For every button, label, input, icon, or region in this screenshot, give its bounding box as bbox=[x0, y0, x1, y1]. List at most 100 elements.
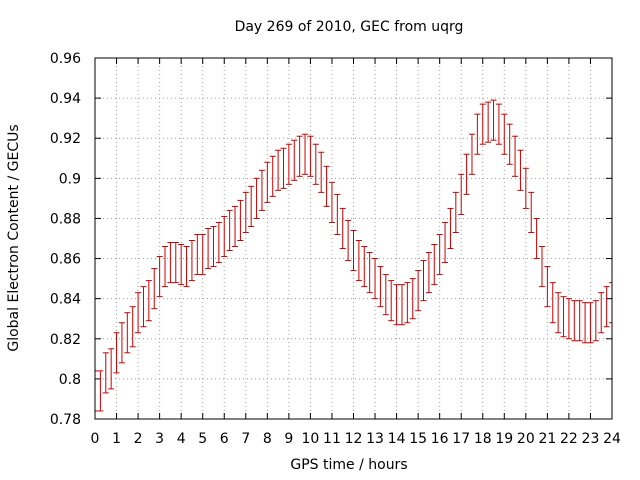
error-bar bbox=[178, 244, 185, 286]
error-bar bbox=[388, 280, 395, 322]
error-bar bbox=[506, 123, 513, 165]
error-bar bbox=[307, 135, 314, 177]
error-bar bbox=[431, 244, 438, 286]
error-bar bbox=[140, 286, 147, 328]
error-bar bbox=[555, 292, 562, 334]
x-tick-label: 8 bbox=[263, 431, 272, 447]
x-tick-label: 16 bbox=[431, 431, 449, 447]
error-bar bbox=[463, 153, 470, 195]
error-bar bbox=[560, 296, 567, 338]
error-bar bbox=[512, 135, 519, 177]
error-bar bbox=[436, 233, 443, 276]
error-bar bbox=[495, 103, 502, 145]
error-bar bbox=[533, 217, 540, 260]
error-bar bbox=[485, 101, 492, 143]
error-bar bbox=[425, 252, 432, 294]
error-bar bbox=[318, 151, 325, 193]
x-tick-label: 22 bbox=[560, 431, 578, 447]
y-tick-label: 0.92 bbox=[50, 131, 81, 147]
error-bar bbox=[183, 246, 190, 288]
error-bar bbox=[291, 139, 298, 181]
error-bar bbox=[285, 143, 292, 185]
error-bar bbox=[452, 191, 459, 233]
error-bar bbox=[565, 298, 572, 340]
error-bar bbox=[328, 181, 335, 223]
error-bar bbox=[468, 133, 475, 175]
error-bar bbox=[167, 242, 174, 284]
error-bar bbox=[361, 246, 368, 288]
chart-title: Day 269 of 2010, GEC from uqrg bbox=[235, 19, 464, 35]
x-tick-label: 20 bbox=[517, 431, 535, 447]
error-bar bbox=[312, 143, 319, 185]
x-tick-label: 13 bbox=[366, 431, 384, 447]
error-bar bbox=[108, 348, 115, 390]
x-tick-label: 4 bbox=[177, 431, 186, 447]
error-bar bbox=[253, 177, 260, 219]
error-bar bbox=[345, 219, 352, 262]
x-tick-label: 7 bbox=[241, 431, 250, 447]
error-bar bbox=[264, 161, 271, 203]
error-bar bbox=[135, 292, 142, 334]
error-bar bbox=[393, 284, 400, 326]
error-bar bbox=[576, 300, 583, 342]
error-bar bbox=[355, 240, 362, 282]
error-bar bbox=[490, 99, 497, 141]
error-bar bbox=[145, 280, 152, 322]
error-bar bbox=[366, 252, 373, 294]
y-tick-label: 0.86 bbox=[50, 252, 81, 268]
error-bar bbox=[280, 147, 287, 189]
error-bar bbox=[598, 292, 605, 334]
error-bar bbox=[479, 103, 486, 145]
error-bar bbox=[571, 300, 578, 342]
error-bar bbox=[377, 266, 384, 308]
error-bar bbox=[334, 193, 341, 235]
x-tick-label: 11 bbox=[323, 431, 341, 447]
error-bar bbox=[517, 149, 524, 191]
error-bar bbox=[339, 207, 346, 250]
x-axis-label: GPS time / hours bbox=[290, 457, 407, 473]
x-tick-label: 17 bbox=[452, 431, 470, 447]
x-tick-label: 2 bbox=[134, 431, 143, 447]
error-bar bbox=[205, 227, 212, 270]
axis-ticks: 0 1 2 3 4 5 6 7 8 9 10 11 12 13 14 15 16 17 18 19 20 21 22 23 24… bbox=[50, 51, 621, 447]
x-tick-label: 23 bbox=[582, 431, 600, 447]
error-bar bbox=[258, 169, 265, 211]
x-tick-label: 18 bbox=[474, 431, 492, 447]
y-tick-label: 0.96 bbox=[50, 51, 81, 67]
error-bar bbox=[582, 302, 589, 344]
x-tick-label: 12 bbox=[345, 431, 363, 447]
error-bar bbox=[350, 229, 357, 272]
error-bar bbox=[522, 167, 529, 209]
error-bar bbox=[156, 256, 163, 298]
error-bar bbox=[549, 282, 556, 324]
error-bar bbox=[194, 233, 201, 276]
error-bar bbox=[113, 332, 120, 374]
error-bar bbox=[458, 173, 465, 215]
error-bar bbox=[199, 233, 206, 276]
error-bar bbox=[118, 322, 125, 364]
error-bar bbox=[237, 199, 244, 242]
error-bar bbox=[415, 270, 422, 312]
x-tick-label: 6 bbox=[220, 431, 229, 447]
error-bar bbox=[302, 133, 309, 175]
x-tick-label: 21 bbox=[538, 431, 556, 447]
x-tick-label: 15 bbox=[409, 431, 427, 447]
error-bar bbox=[162, 246, 169, 288]
y-tick-label: 0.78 bbox=[50, 412, 81, 428]
error-bar bbox=[538, 246, 545, 288]
error-bar bbox=[603, 286, 610, 328]
error-bar bbox=[188, 240, 195, 282]
error-bar bbox=[442, 221, 449, 264]
error-bar bbox=[151, 268, 158, 310]
y-tick-label: 0.94 bbox=[50, 91, 81, 107]
x-tick-label: 14 bbox=[388, 431, 406, 447]
error-bar bbox=[528, 191, 535, 233]
error-bar bbox=[210, 225, 217, 268]
error-bar bbox=[269, 155, 276, 197]
error-bar bbox=[592, 300, 599, 342]
error-bar bbox=[215, 221, 222, 264]
error-bar bbox=[587, 302, 594, 344]
error-bar bbox=[420, 260, 427, 302]
error-bar bbox=[275, 149, 282, 191]
